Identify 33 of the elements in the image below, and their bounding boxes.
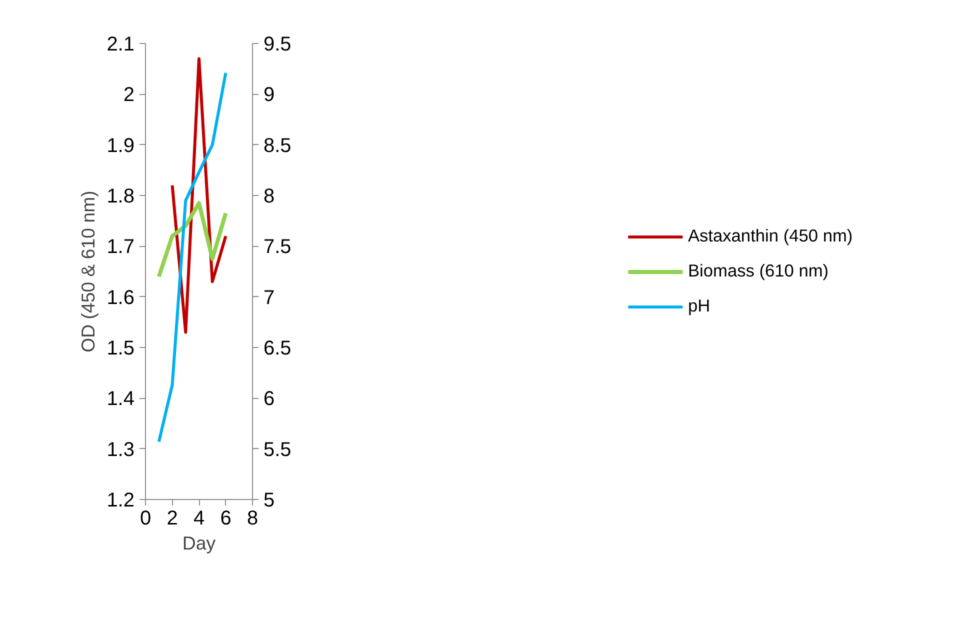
y-tick-label: 1.2 (106, 490, 135, 512)
y-tick-label: 2.1 (106, 34, 135, 56)
line-series (157, 71, 228, 444)
x-axis-title: Day (182, 532, 216, 554)
y2-tick-label: 9 (264, 84, 275, 106)
y-tick-label: 1.4 (106, 388, 135, 410)
y2-tick-label: 9.5 (264, 34, 292, 56)
x-tick-label: 4 (193, 508, 205, 530)
line-series (156, 201, 228, 279)
y2-tick-label: 7 (264, 286, 275, 309)
y2-tick-label: 8 (264, 186, 275, 208)
y2-tick-label: 8.5 (264, 134, 292, 157)
y-axis-title: OD (450 & 610 nm) (78, 190, 99, 352)
legend-label: Astaxanthin (450 nm) (688, 226, 853, 246)
x-tick-label: 2 (166, 508, 178, 530)
line-series (170, 57, 228, 334)
y-tick-label: 1.7 (106, 236, 135, 258)
y2-tick-label: 6 (264, 388, 275, 410)
y-tick-label: 1.9 (106, 134, 135, 157)
y2-tick-label: 5 (264, 490, 275, 512)
y2-tick-label: 6.5 (264, 338, 292, 360)
y-tick-label: 1.8 (106, 186, 135, 208)
y-tick-label: 1.5 (106, 338, 135, 360)
y-tick-label: 2 (123, 84, 134, 106)
y2-tick-label: 7.5 (264, 236, 292, 258)
x-tick-label: 8 (246, 508, 258, 530)
y-tick-label: 1.6 (106, 286, 135, 309)
legend-label: Biomass (610 nm) (688, 260, 829, 282)
y2-tick-label: 5.5 (264, 438, 292, 461)
y-tick-label: 1.3 (106, 438, 135, 461)
legend-label: pH (688, 296, 710, 316)
x-tick-label: 0 (140, 508, 152, 530)
x-tick-label: 6 (220, 508, 232, 530)
